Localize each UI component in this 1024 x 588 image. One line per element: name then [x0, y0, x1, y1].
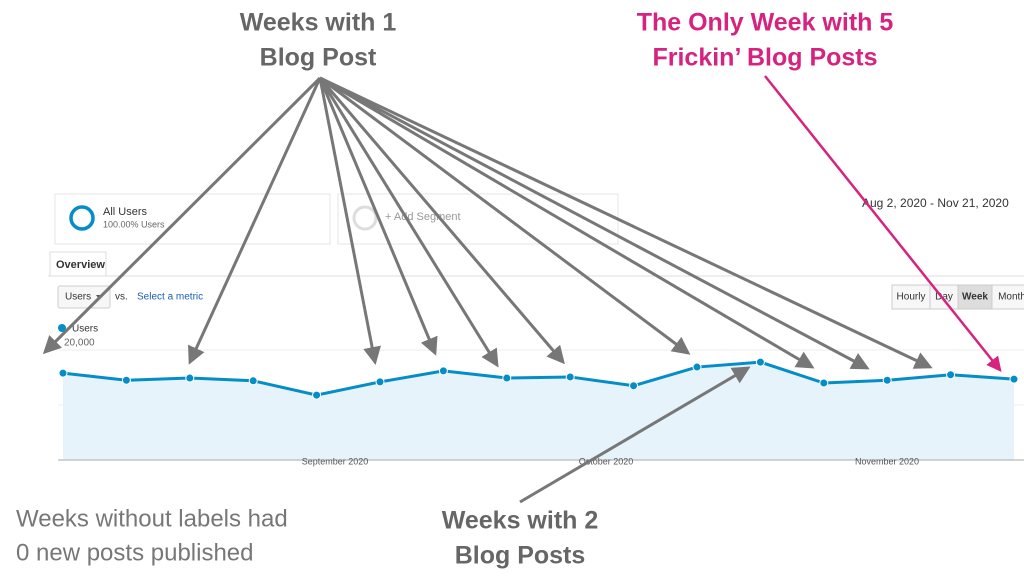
line [62, 360, 1015, 397]
segment-icon [69, 205, 95, 231]
arrow [318, 77, 381, 365]
point [882, 375, 892, 385]
point [185, 373, 195, 383]
point [1009, 374, 1019, 384]
segment-box [54, 193, 331, 245]
annotation-text: The Only Week with 5 [637, 9, 894, 37]
arrow [319, 76, 691, 355]
arrow [42, 76, 322, 355]
point [248, 376, 258, 386]
add-segment-icon [352, 205, 378, 231]
granularity-buttons: Hourly Day Week Month [891, 284, 1024, 310]
arrow [519, 366, 751, 504]
granularity-label[interactable]: Hourly [897, 292, 926, 303]
arrow [318, 77, 565, 365]
granularity-label[interactable]: Day [935, 292, 953, 303]
granularity-label[interactable]: Week [962, 292, 988, 303]
date-range[interactable]: Aug 2, 2020 - Nov 21, 2020 [862, 196, 1009, 210]
arrow [318, 77, 499, 368]
point [946, 370, 956, 380]
legend-marker [58, 324, 66, 332]
point [312, 390, 322, 400]
annotation-text: Blog Post [260, 44, 377, 72]
point [502, 373, 512, 383]
ui-chrome: All Users 100.00% Users + Add Segment Au… [48, 193, 1024, 310]
granularity-label[interactable]: Month [998, 292, 1024, 303]
segment-share: 100.00% Users [103, 219, 165, 229]
annotation-text: Weeks without labels had [16, 505, 288, 532]
tab[interactable] [49, 251, 107, 277]
point [629, 381, 639, 391]
metric-select-label[interactable]: Users [65, 292, 91, 303]
select-metric[interactable]: Select a metric [137, 292, 203, 303]
point [755, 357, 765, 367]
point [58, 368, 68, 378]
annotation-text: Blog Posts [455, 542, 586, 570]
point [692, 362, 702, 372]
add-segment[interactable]: + Add Segment [385, 211, 461, 223]
point [121, 375, 131, 385]
point [819, 378, 829, 388]
x-tick-label: September 2020 [302, 456, 369, 466]
arrow [764, 75, 1002, 372]
tab-label[interactable]: Overview [56, 259, 105, 271]
annotation-text: 0 new posts published [16, 539, 254, 566]
arrow [319, 76, 933, 369]
vs-label: vs. [115, 292, 128, 303]
point [375, 377, 385, 387]
annotations: Weeks with 1 Blog Post The Only Week with … [16, 9, 1002, 570]
arrow [319, 76, 870, 370]
point [565, 372, 575, 382]
arrow [319, 76, 815, 369]
legend-label: Users [72, 324, 98, 335]
area [63, 362, 1014, 460]
arrow [318, 77, 438, 356]
metric-select[interactable] [57, 285, 111, 309]
y-tick-label: 20,000 [64, 338, 95, 349]
annotation-text: Weeks with 1 [240, 9, 397, 37]
segment-name: All Users [103, 206, 148, 218]
annotation-text: Weeks with 2 [442, 507, 599, 535]
granularity-button[interactable] [991, 284, 1024, 310]
point [438, 366, 448, 376]
x-tick-label: October 2020 [579, 456, 634, 466]
annotation-text: Frickin’ Blog Posts [652, 44, 877, 72]
x-tick-label: November 2020 [855, 456, 919, 466]
arrow [188, 77, 322, 365]
granularity-button[interactable] [891, 284, 931, 310]
